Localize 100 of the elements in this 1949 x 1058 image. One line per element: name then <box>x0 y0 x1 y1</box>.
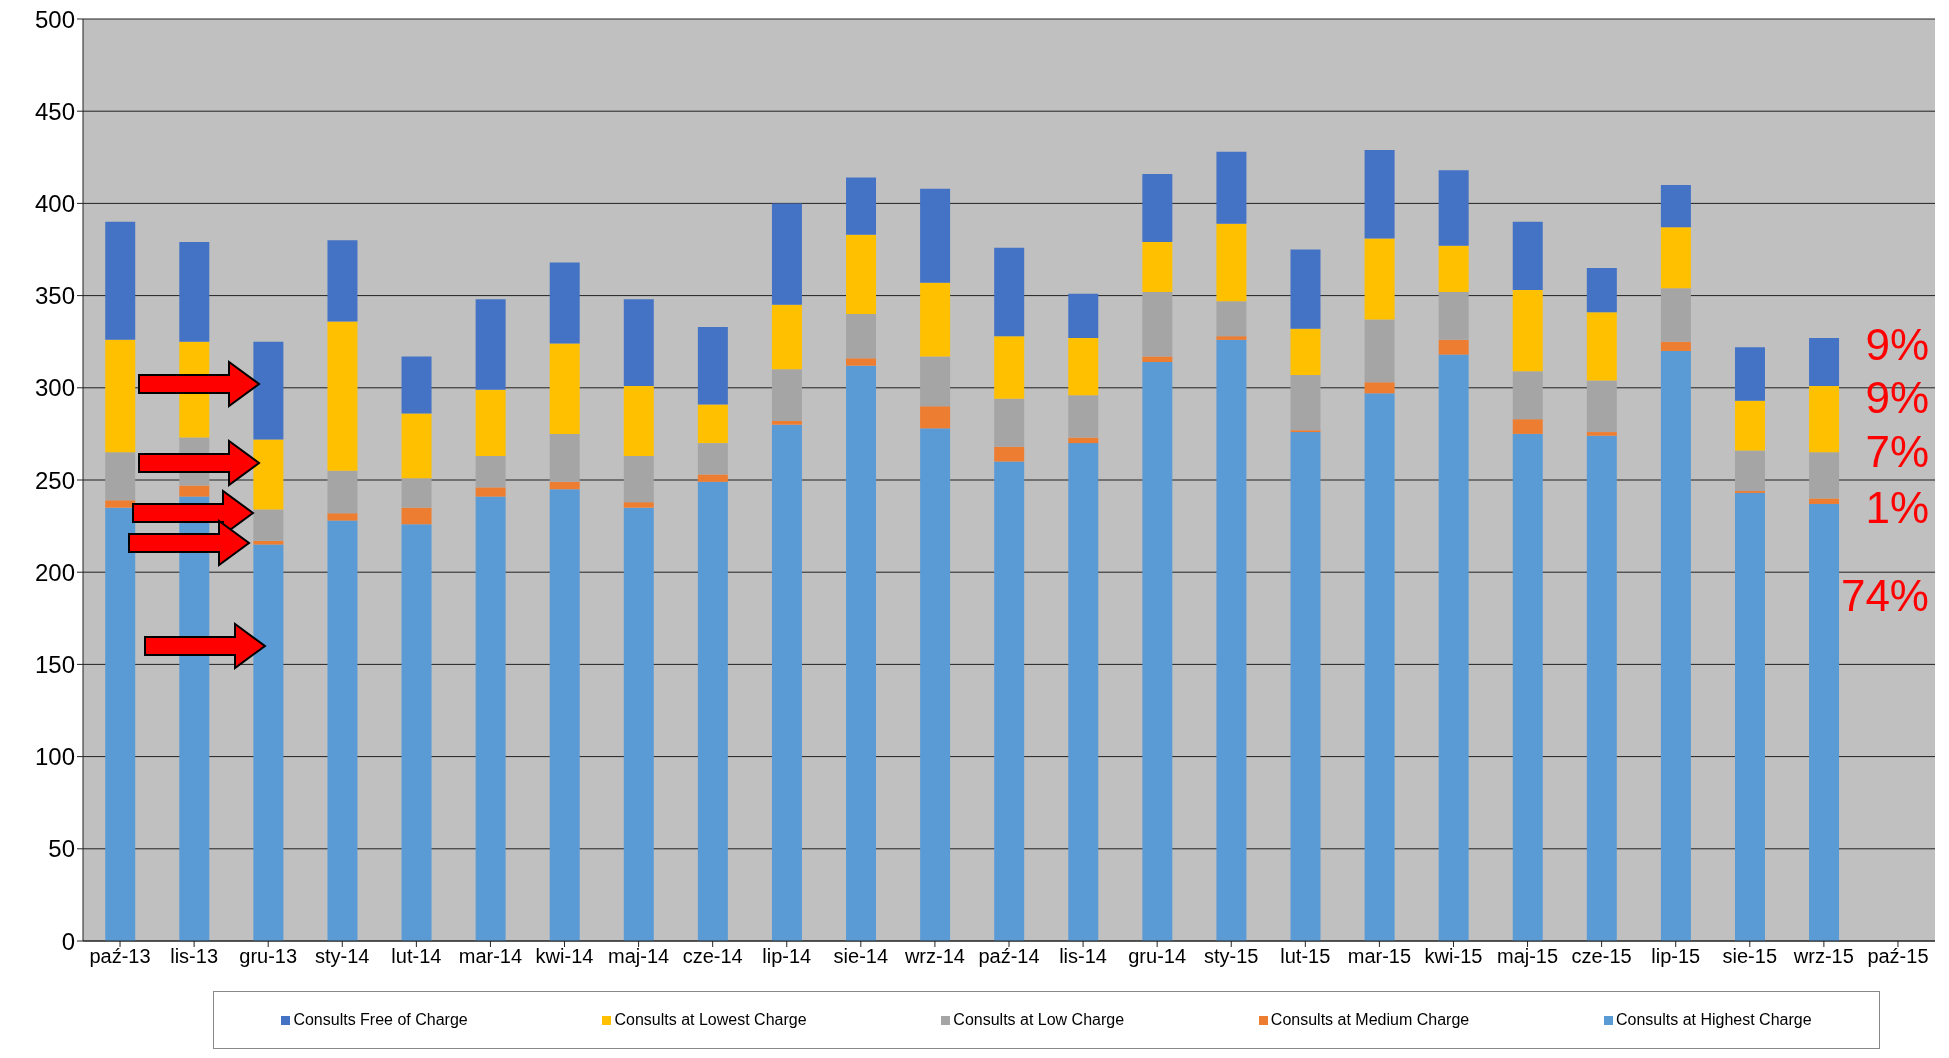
y-tick-label: 50 <box>48 835 75 863</box>
bar <box>697 404 728 444</box>
legend-label: Consults at Highest Charge <box>1614 1011 1812 1029</box>
bar <box>623 507 654 941</box>
bar <box>846 177 877 235</box>
bar <box>1364 382 1395 394</box>
bar <box>1216 223 1247 302</box>
bar <box>994 336 1025 399</box>
bar <box>920 282 951 357</box>
annotation: 9% <box>1865 320 1929 370</box>
bar <box>1586 267 1617 313</box>
bar <box>994 446 1025 462</box>
bar <box>994 398 1025 447</box>
annotation: 1% <box>1865 483 1929 533</box>
bar <box>105 507 136 941</box>
bar <box>697 443 728 475</box>
bar <box>771 304 802 370</box>
bar <box>1660 227 1691 289</box>
bar <box>1512 290 1543 372</box>
annotation: 74% <box>1840 571 1929 621</box>
bar <box>1438 339 1469 355</box>
y-tick-label: 250 <box>34 466 75 494</box>
bar <box>1364 319 1395 383</box>
bar <box>771 420 802 425</box>
x-tick-label: maj-14 <box>608 945 670 968</box>
bar <box>105 339 136 453</box>
x-tick-label: maj-15 <box>1496 945 1559 968</box>
y-tick-label: 450 <box>34 97 75 125</box>
x-tick-label: kwi-15 <box>1424 945 1483 968</box>
bar <box>1809 503 1840 941</box>
y-tick-label: 500 <box>34 5 75 33</box>
y-tick-label: 350 <box>34 282 75 310</box>
bar <box>253 540 284 545</box>
bar <box>623 502 654 508</box>
bar <box>401 507 432 525</box>
annotation: 9% <box>1865 373 1929 423</box>
bar <box>1438 170 1469 246</box>
bar <box>327 520 358 941</box>
bar <box>327 513 358 521</box>
bar <box>475 487 506 497</box>
bar <box>1364 238 1395 320</box>
bar <box>1216 339 1247 941</box>
bar <box>846 365 877 941</box>
bar <box>327 470 358 514</box>
bar <box>327 321 358 471</box>
x-tick-label: lut-15 <box>1280 945 1331 968</box>
x-tick-label: mar-14 <box>458 945 523 968</box>
bar <box>475 456 506 488</box>
bar <box>846 234 877 315</box>
legend-label: Consults at Medium Charge <box>1269 1011 1470 1029</box>
bar <box>771 369 802 421</box>
bar <box>1438 291 1469 340</box>
bar <box>1660 184 1691 228</box>
x-tick-label: sty-15 <box>1204 945 1259 968</box>
bar <box>1142 356 1173 362</box>
x-tick-label: lut-14 <box>391 945 442 968</box>
legend-label: Consults at Low Charge <box>952 1011 1125 1029</box>
bar <box>1142 291 1173 357</box>
bar <box>179 242 210 342</box>
bar <box>1586 435 1617 941</box>
x-tick-label: sie-14 <box>833 945 889 968</box>
bar <box>1290 328 1321 375</box>
x-tick-label: mar-15 <box>1347 945 1412 968</box>
legend-label: Consults at Lowest Charge <box>613 1011 807 1029</box>
bar <box>1809 498 1840 504</box>
bar <box>105 500 136 508</box>
bar <box>1586 432 1617 436</box>
bar <box>1734 450 1765 492</box>
bar <box>1068 443 1099 941</box>
y-tick-label: 300 <box>34 374 75 402</box>
y-tick-label: 0 <box>61 927 75 955</box>
bar <box>253 341 284 440</box>
bar <box>1142 173 1173 243</box>
bar <box>623 456 654 503</box>
bar <box>1216 151 1247 224</box>
bar <box>1142 242 1173 292</box>
bar <box>253 439 284 510</box>
bar <box>1512 419 1543 434</box>
bar <box>1438 354 1469 941</box>
bar <box>1809 452 1840 499</box>
x-tick-label: gru-14 <box>1128 945 1187 968</box>
bar <box>179 485 210 497</box>
bar <box>1364 393 1395 941</box>
bar <box>697 481 728 941</box>
bar <box>846 358 877 366</box>
bar <box>1809 338 1840 386</box>
bar <box>1068 338 1099 396</box>
bar <box>920 188 951 283</box>
bar <box>994 247 1025 337</box>
bar <box>1290 374 1321 431</box>
x-tick-label: wrz-14 <box>903 945 965 968</box>
bar <box>1809 385 1840 453</box>
y-tick-label: 400 <box>34 189 75 217</box>
bar <box>105 452 136 501</box>
bar <box>697 474 728 482</box>
bar <box>253 509 284 541</box>
bar <box>1068 395 1099 438</box>
x-tick-label: cze-15 <box>1571 945 1632 968</box>
bar <box>1216 336 1247 340</box>
bar <box>1734 492 1765 941</box>
